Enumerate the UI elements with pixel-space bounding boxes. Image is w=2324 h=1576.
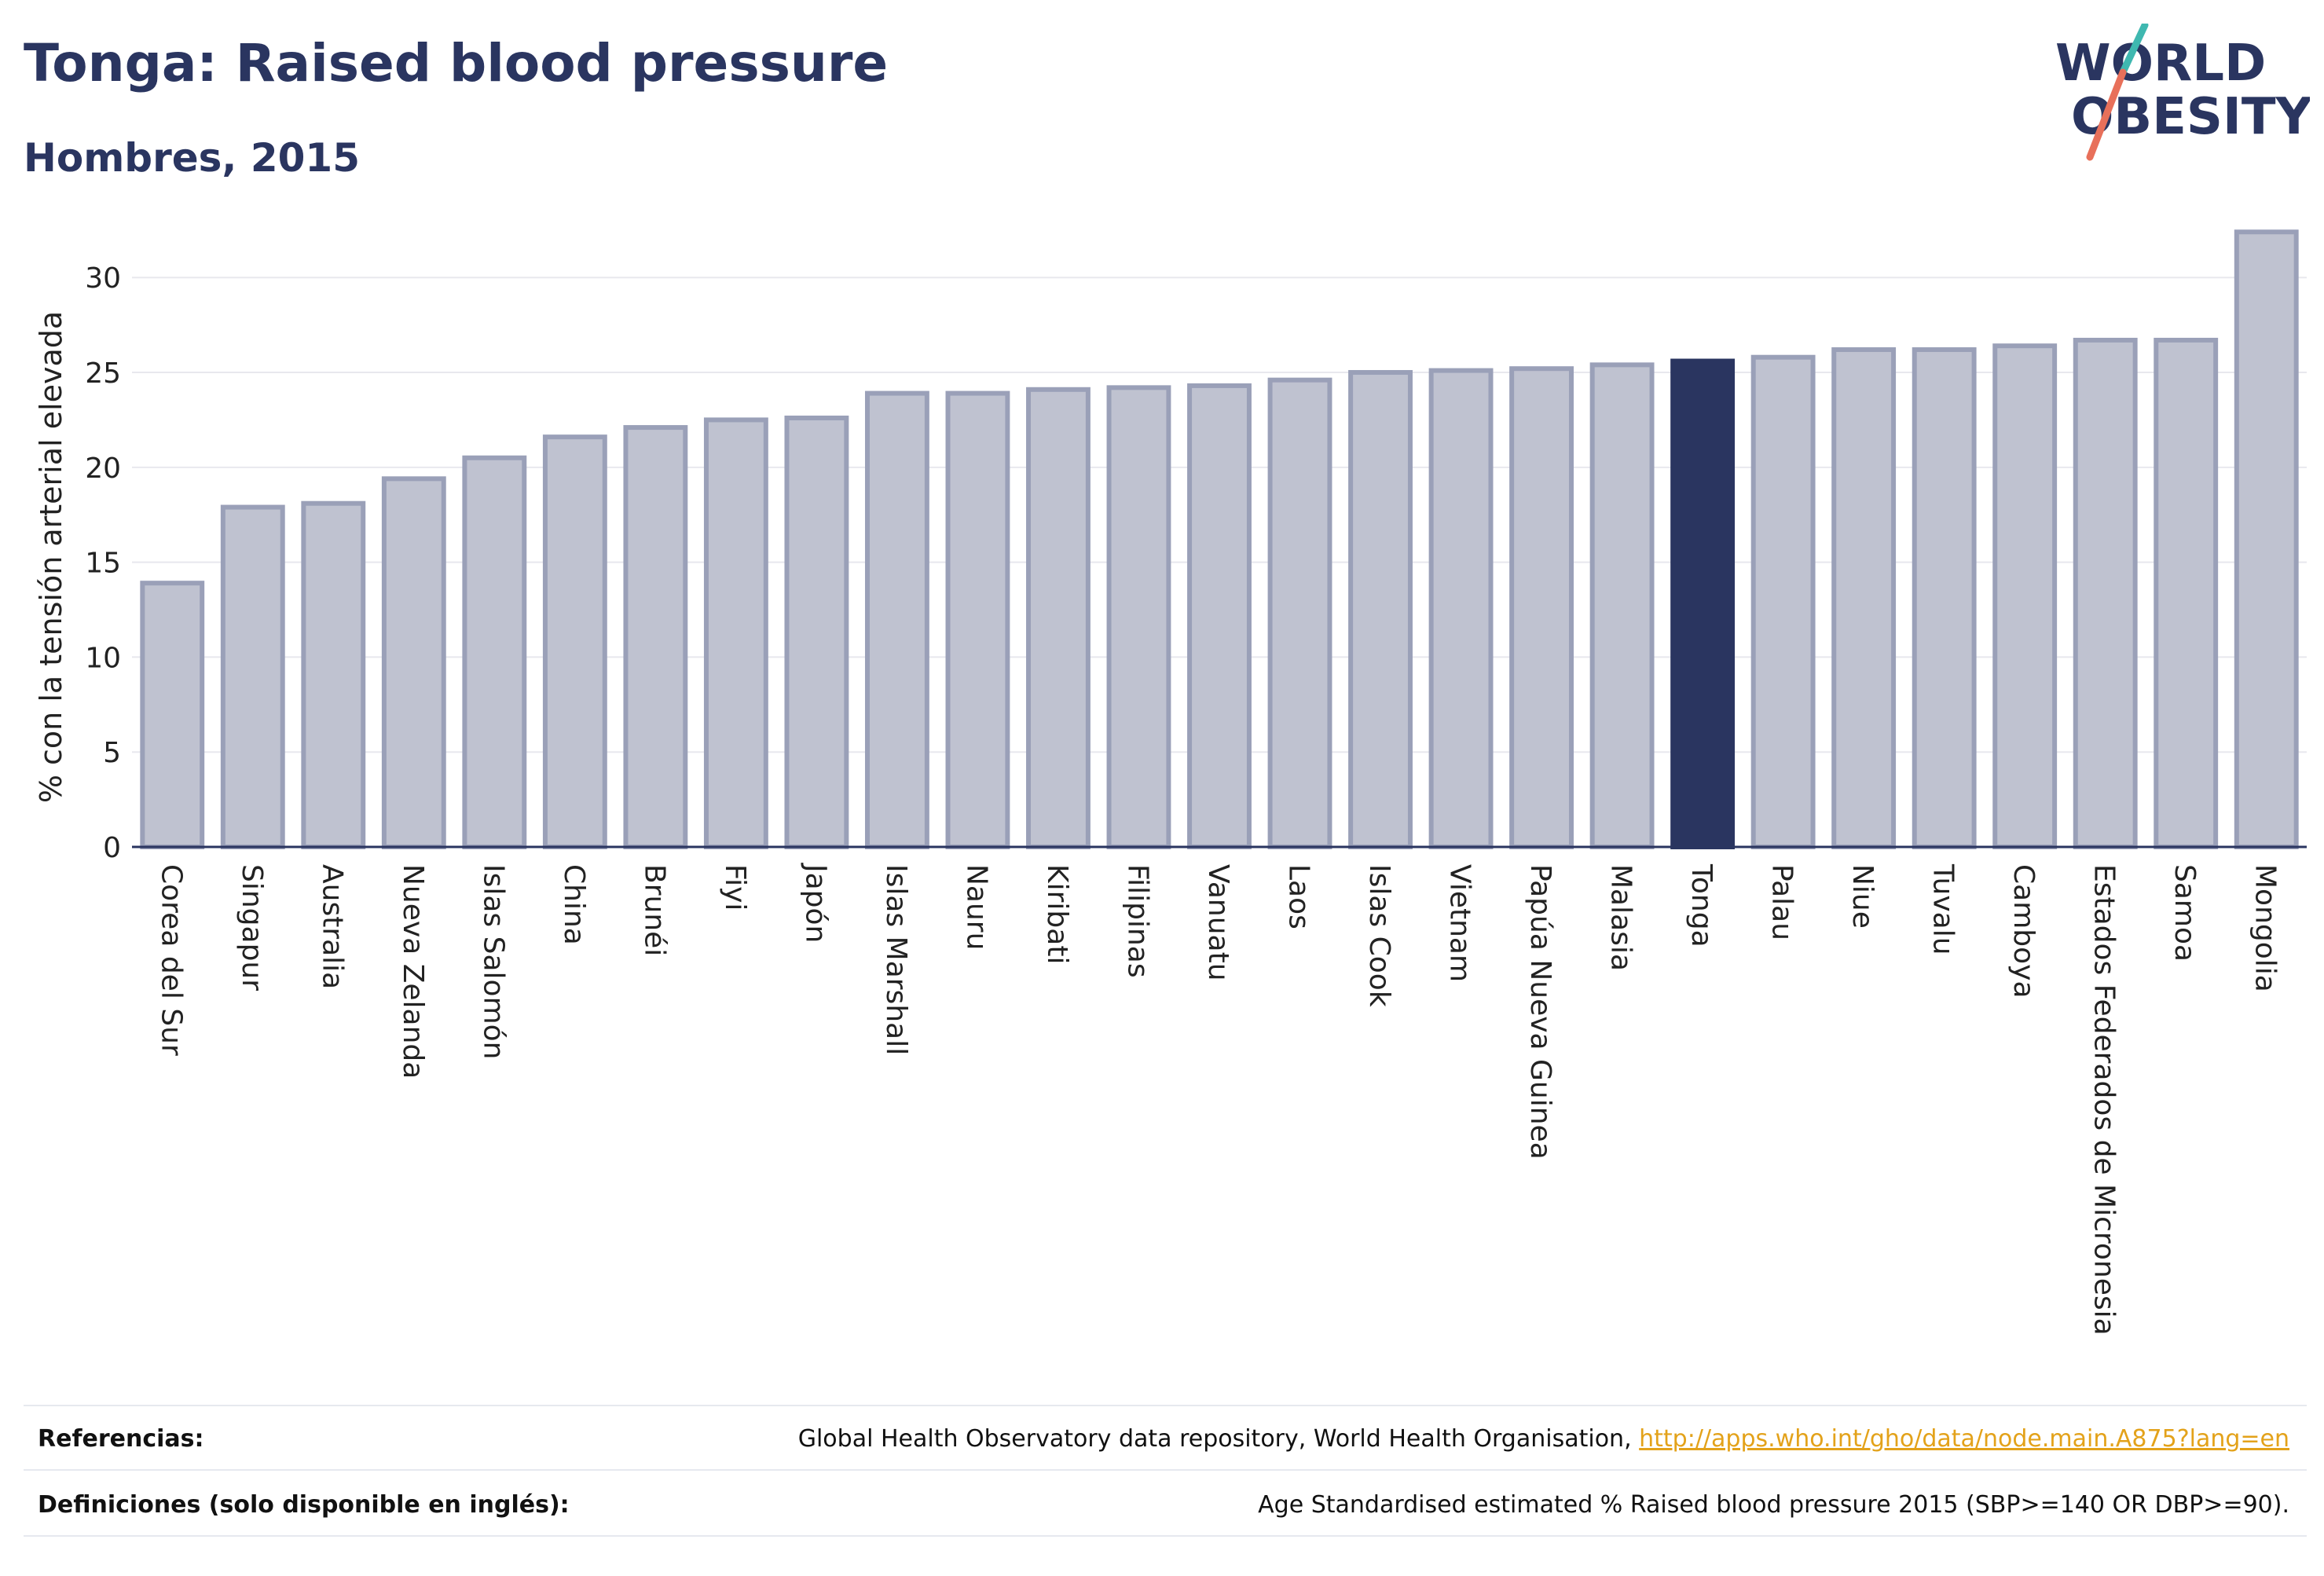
x-tick-label: Corea del Sur bbox=[155, 864, 187, 1056]
x-tick-label: Japón bbox=[799, 863, 831, 943]
bar bbox=[462, 455, 527, 849]
bar bbox=[703, 417, 768, 849]
bar bbox=[2154, 337, 2219, 850]
x-tick-label: Islas Salomón bbox=[477, 864, 509, 1059]
references-value: Global Health Observatory data repositor… bbox=[798, 1425, 2289, 1453]
bar bbox=[1428, 368, 1494, 849]
logo-line-1: WORLD bbox=[2055, 35, 2266, 93]
x-tick-label: Islas Cook bbox=[1363, 864, 1395, 1007]
bar bbox=[1509, 366, 1574, 849]
definitions-label: Definiciones (solo disponible en inglés)… bbox=[38, 1491, 570, 1519]
x-tick-label: Samoa bbox=[2168, 864, 2201, 962]
logo-slash-bottom bbox=[2086, 68, 2127, 161]
bar bbox=[945, 390, 1010, 850]
bar bbox=[1992, 343, 2058, 849]
x-tick-label: Fiyi bbox=[719, 864, 751, 911]
bar bbox=[623, 425, 688, 849]
x-tick-label: Brunéi bbox=[638, 864, 670, 956]
x-tick-label: Mongolia bbox=[2249, 864, 2282, 992]
y-tick-label: 20 bbox=[85, 453, 121, 485]
bar bbox=[381, 476, 446, 850]
y-tick-label: 5 bbox=[103, 737, 121, 769]
y-tick-label: 0 bbox=[103, 832, 121, 864]
y-tick-label: 10 bbox=[85, 642, 121, 674]
x-tick-label: Vietnam bbox=[1444, 864, 1476, 982]
bar bbox=[784, 416, 849, 849]
x-tick-label: Estados Federados de Micronesia bbox=[2088, 864, 2121, 1336]
x-tick-label: Nauru bbox=[960, 864, 992, 950]
footer-divider-bottom bbox=[24, 1535, 2307, 1537]
x-tick-label: Vanuatu bbox=[1202, 864, 1234, 981]
references-text: Global Health Observatory data repositor… bbox=[797, 1425, 1640, 1453]
bar-highlighted bbox=[1670, 358, 1736, 849]
references-label: Referencias: bbox=[38, 1425, 204, 1453]
bar bbox=[2234, 229, 2299, 850]
y-tick-label: 15 bbox=[85, 548, 121, 580]
y-tick-labels: 0 5 10 15 20 25 30 bbox=[85, 262, 121, 864]
bar bbox=[1750, 354, 1816, 849]
y-tick-label: 25 bbox=[85, 357, 121, 390]
x-tick-label: Niue bbox=[1846, 864, 1879, 929]
bar-chart: 0 5 10 15 20 25 30 Corea del Sur Singapur Austra… bbox=[34, 229, 2307, 1336]
x-tick-label: Nueva Zelanda bbox=[397, 864, 429, 1079]
bar bbox=[220, 504, 285, 849]
footer-divider-top bbox=[24, 1405, 2307, 1406]
bar bbox=[140, 581, 205, 849]
bar bbox=[1267, 377, 1332, 850]
bar bbox=[301, 500, 366, 850]
bar bbox=[1026, 387, 1091, 849]
y-tick-label: 30 bbox=[85, 262, 121, 295]
x-tick-label: Palau bbox=[1766, 864, 1798, 940]
bar bbox=[1106, 385, 1171, 849]
x-tick-label: China bbox=[558, 864, 590, 945]
x-tick-label: Kiribati bbox=[1041, 864, 1073, 964]
x-tick-label: Laos bbox=[1283, 864, 1315, 929]
world-obesity-logo: WORLD OBESITY bbox=[2055, 24, 2310, 161]
bar bbox=[542, 434, 607, 849]
x-tick-labels: Corea del Sur Singapur Australia Nueva Zela… bbox=[155, 863, 2281, 1336]
y-axis-label: % con la tensión arterial elevada bbox=[34, 311, 68, 803]
bar bbox=[2073, 337, 2138, 850]
x-tick-label: Filipinas bbox=[1121, 864, 1153, 978]
bar bbox=[1912, 347, 1977, 849]
footer-divider-middle bbox=[24, 1469, 2307, 1471]
x-tick-label: Singapur bbox=[236, 864, 268, 991]
x-tick-label: Papúa Nueva Guinea bbox=[1524, 864, 1556, 1160]
chart-title: Tonga: Raised blood pressure bbox=[24, 33, 889, 93]
bar bbox=[1831, 347, 1897, 849]
logo-slash-top bbox=[2119, 24, 2149, 76]
bar bbox=[1187, 383, 1252, 849]
x-tick-label: Tonga bbox=[1685, 863, 1717, 947]
bars bbox=[140, 229, 2299, 850]
x-tick-label: Islas Marshall bbox=[880, 864, 912, 1055]
references-link[interactable]: http://apps.who.int/gho/data/node.main.A… bbox=[1639, 1425, 2289, 1453]
chart-subtitle: Hombres, 2015 bbox=[24, 135, 360, 181]
definitions-value: Age Standardised estimated % Raised bloo… bbox=[1258, 1491, 2289, 1519]
bar bbox=[1589, 362, 1655, 850]
x-tick-label: Australia bbox=[316, 864, 348, 989]
x-tick-label: Camboya bbox=[2007, 864, 2040, 999]
x-tick-label: Tuvalu bbox=[1927, 863, 1959, 955]
bar bbox=[1348, 370, 1413, 849]
bar bbox=[864, 390, 929, 850]
x-tick-label: Malasia bbox=[1605, 864, 1637, 971]
